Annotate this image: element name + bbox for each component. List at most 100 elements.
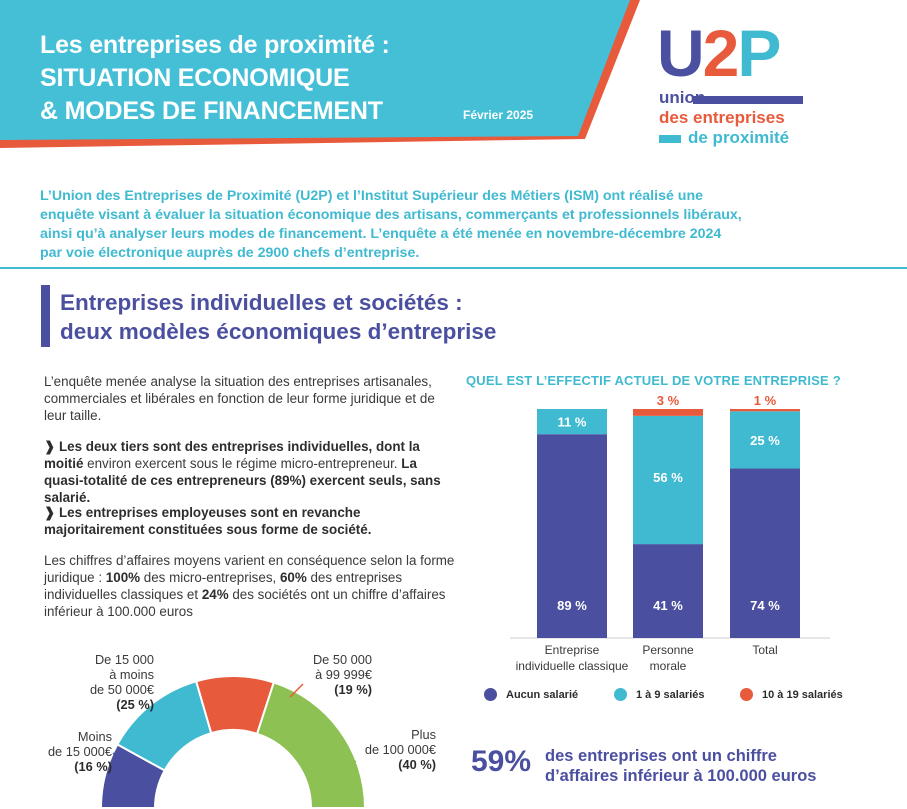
- logo-bar-cyan: [659, 135, 681, 143]
- header-title-line-2: SITUATION ECONOMIQUE: [40, 64, 350, 92]
- logo-line-proximite: de proximité: [688, 128, 790, 147]
- header-banner: [0, 0, 640, 148]
- legend-swatch: [614, 688, 627, 701]
- bar-value-label: 1 %: [754, 393, 777, 408]
- logo-bar-navy: [693, 96, 803, 104]
- logo-mark: U2P: [657, 20, 781, 86]
- donut-label-line: Plus: [411, 727, 436, 742]
- legend-item-1-9-salaries: 1 à 9 salariés: [614, 688, 705, 701]
- logo-letter-p: P: [737, 16, 781, 90]
- legend-label: 1 à 9 salariés: [636, 688, 705, 701]
- bullet-marker-icon: ❱: [44, 439, 56, 454]
- donut-label-value: (16 %): [74, 759, 112, 774]
- body-bullet-1: ❱ Les deux tiers sont des entreprises in…: [44, 438, 459, 506]
- revenue-text: des sociétés ont un chiffre d’affaires i…: [44, 587, 446, 619]
- legend-item-10-19-salaries: 10 à 19 salariés: [740, 688, 843, 701]
- bar-value-label: 25 %: [750, 433, 780, 448]
- section-title-bar: [41, 285, 50, 347]
- bar-value-label: 3 %: [657, 393, 680, 408]
- header-date: Février 2025: [463, 108, 534, 122]
- stat-line: des entreprises ont un chiffre: [545, 747, 777, 765]
- section-title-line-2: deux modèles économiques d’entreprise: [60, 319, 497, 344]
- donut-leader-line: [151, 702, 166, 721]
- header-title-line-1: Les entreprises de proximité :: [40, 31, 390, 59]
- body-paragraph-intro: L’enquête menée analyse la situation des…: [44, 374, 435, 423]
- donut-label-15k-50k: De 15 000 à moins de 50 000€ (25 %): [82, 652, 154, 712]
- intro-line: L’Union des Entreprises de Proximité (U2…: [40, 188, 704, 204]
- donut-leader-line: [339, 749, 357, 763]
- body-bullet-2: ❱ Les entreprises employeuses sont en re…: [44, 504, 459, 538]
- intro-paragraph: L’Union des Entreprises de Proximité (U2…: [40, 187, 880, 263]
- bar-category-label: Total: [752, 643, 777, 657]
- intro-line: ainsi qu’à analyser leurs modes de finan…: [40, 226, 722, 242]
- stat-line: d’affaires inférieur à 100.000 euros: [545, 767, 817, 785]
- revenue-text: des micro-entreprises,: [140, 570, 280, 585]
- logo-letter-u: U: [657, 16, 705, 90]
- logo-line-union: union: [659, 88, 706, 107]
- u2p-logo: U2P union des entreprises de proximité: [655, 18, 815, 158]
- intro-line: enquête visant à évaluer la situation éc…: [40, 207, 742, 223]
- section-title: Entreprises individuelles et sociétés : …: [60, 288, 496, 346]
- bar-value-label: 11 %: [558, 415, 587, 430]
- bar-category-label: morale: [650, 659, 687, 673]
- bar-category-label: Personne: [642, 643, 694, 657]
- bullet-1-rest: environ exercent sous le régime micro-en…: [83, 456, 398, 471]
- bar-value-label: 74 %: [750, 598, 780, 613]
- stat-text: des entreprises ont un chiffre d’affaire…: [545, 746, 816, 786]
- donut-leader-line: [112, 752, 129, 769]
- revenue-text: Les chiffres d’affaires moyens varient e…: [44, 553, 455, 585]
- donut-label-value: (19 %): [334, 682, 372, 697]
- bullet-2-strong: Les entreprises employeuses sont en reva…: [44, 505, 372, 537]
- section-divider: [0, 267, 907, 269]
- donut-label-under-15k: Moins de 15 000€ (16 %): [40, 729, 112, 774]
- legend-swatch: [740, 688, 753, 701]
- bar-segment-personne-morale: [633, 415, 703, 545]
- revenue-value: 100%: [105, 570, 141, 585]
- bar-segment-entreprise-individuelle: [537, 434, 607, 638]
- bullet-1-strong: Les deux tiers sont des entreprises indi…: [44, 439, 420, 471]
- legend-item-aucun-salarie: Aucun salarié: [484, 688, 578, 701]
- donut-label-value: (40 %): [398, 757, 436, 772]
- donut-label-line: à moins: [109, 667, 154, 682]
- donut-label-line: à 99 999€: [315, 667, 372, 682]
- bar-segment-entreprise-individuelle: [537, 409, 607, 435]
- header-title-line-3: & MODES DE FINANCEMENT: [40, 97, 383, 125]
- legend-label: 10 à 19 salariés: [762, 688, 843, 701]
- legend-swatch: [484, 688, 497, 701]
- donut-label-line: de 100 000€: [364, 742, 436, 757]
- banner-background: [0, 0, 630, 140]
- revenue-donut-chart: [99, 675, 367, 809]
- bar-segment-total: [730, 409, 800, 412]
- bullet-1-strong-2: La quasi-totalité de ces entrepreneurs (…: [44, 456, 441, 505]
- revenue-value: 60%: [279, 570, 307, 585]
- bar-category-label: individuelle classique: [516, 659, 629, 673]
- bar-segment-total: [730, 468, 800, 638]
- revenue-value: 24%: [201, 587, 229, 602]
- donut-label-50k-100k: De 50 000 à 99 999€ (19 %): [296, 652, 372, 697]
- legend-label: Aucun salarié: [506, 688, 579, 701]
- revenue-text: des entreprises individuelles classiques…: [44, 570, 403, 602]
- donut-label-value: (25 %): [116, 697, 154, 712]
- section-title-line-1: Entreprises individuelles et sociétés :: [60, 290, 463, 315]
- donut-leader-line: [289, 683, 304, 698]
- donut-label-line: De 15 000: [94, 652, 154, 667]
- bar-segment-personne-morale: [633, 409, 703, 416]
- bar-value-label: 89 %: [557, 598, 587, 613]
- donut-label-over-100k: Plus de 100 000€ (40 %): [350, 727, 436, 772]
- donut-label-line: Moins: [77, 729, 112, 744]
- logo-line-entreprises: des entreprises: [659, 108, 785, 127]
- bar-value-label: 56 %: [653, 470, 683, 485]
- headcount-stacked-bar-chart: 89 % 11 % Entreprise individuelle classique…: [510, 393, 830, 673]
- logo-letter-2: 2: [702, 16, 740, 90]
- bar-chart-title: QUEL EST L’EFFECTIF ACTUEL DE VOTRE ENTR…: [466, 373, 841, 388]
- bullet-marker-icon: ❱: [44, 505, 56, 520]
- intro-line: par voie électronique auprès de 2900 che…: [40, 245, 420, 261]
- bar-segment-personne-morale: [633, 544, 703, 638]
- donut-label-line: de 15 000€: [47, 744, 112, 759]
- stat-value: 59%: [471, 745, 532, 778]
- donut-label-line: De 50 000: [312, 652, 372, 667]
- bar-category-label: Entreprise: [545, 643, 600, 657]
- donut-label-line: de 50 000€: [89, 682, 154, 697]
- donut-slice-over-100k: [255, 681, 367, 809]
- bar-segment-total: [730, 411, 800, 469]
